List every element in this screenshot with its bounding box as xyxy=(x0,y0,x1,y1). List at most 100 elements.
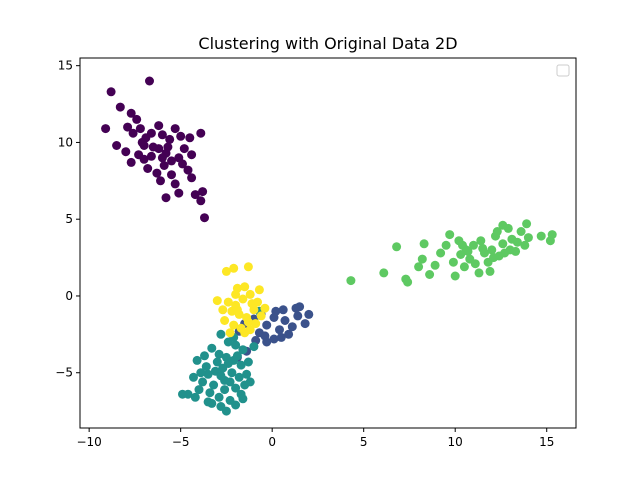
scatter-point xyxy=(280,316,290,325)
scatter-point xyxy=(200,213,209,223)
scatter-point xyxy=(278,305,288,315)
scatter-point xyxy=(178,389,187,399)
scatter-point xyxy=(187,150,197,160)
scatter-point xyxy=(214,392,224,402)
x-tick-label: 10 xyxy=(448,435,463,449)
scatter-point xyxy=(478,243,488,253)
y-tick-label: 15 xyxy=(58,59,73,73)
scatter-point xyxy=(262,337,272,347)
scatter-point xyxy=(231,289,241,299)
x-tick-label: −5 xyxy=(172,435,190,449)
scatter-point xyxy=(229,263,239,273)
scatter-point xyxy=(187,173,197,183)
scatter-point xyxy=(242,369,252,379)
scatter-point xyxy=(101,124,111,134)
scatter-point xyxy=(152,168,162,178)
scatter-point xyxy=(240,282,250,292)
scatter-point xyxy=(163,142,173,152)
scatter-point xyxy=(295,302,305,312)
scatter-point xyxy=(245,325,255,335)
scatter-point xyxy=(190,190,200,200)
scatter-point xyxy=(511,246,521,256)
scatter-point xyxy=(300,319,310,329)
scatter-point xyxy=(236,360,246,370)
scatter-point xyxy=(271,306,281,316)
scatter-point xyxy=(262,320,272,330)
scatter-point xyxy=(198,187,208,197)
x-tick-label: 15 xyxy=(539,435,554,449)
scatter-point xyxy=(269,334,279,344)
scatter-point xyxy=(232,351,242,361)
points-layer xyxy=(101,76,557,416)
legend-box xyxy=(556,64,570,77)
scatter-point xyxy=(346,276,356,286)
scatter-point xyxy=(146,128,156,138)
scatter-point xyxy=(231,383,241,393)
x-axis: −10 −5 0 5 10 15 xyxy=(76,428,554,449)
scatter-point xyxy=(238,345,248,355)
scatter-point xyxy=(212,357,222,367)
scatter-point xyxy=(157,130,167,140)
scatter-point xyxy=(207,343,217,353)
x-tick-label: −10 xyxy=(76,435,101,449)
scatter-point xyxy=(243,262,253,272)
scatter-point xyxy=(121,147,131,157)
scatter-point xyxy=(157,153,167,163)
x-tick-label: 0 xyxy=(268,435,276,449)
scatter-point xyxy=(419,239,429,249)
scatter-point xyxy=(231,400,241,410)
scatter-point xyxy=(498,220,508,230)
scatter-point xyxy=(417,254,427,264)
scatter-point xyxy=(469,240,478,250)
scatter-point xyxy=(463,246,473,256)
scatter-point xyxy=(392,242,402,252)
scatter-point xyxy=(485,266,495,276)
scatter-point xyxy=(200,351,209,361)
scatter-point xyxy=(498,239,508,249)
scatter-point xyxy=(220,316,230,325)
scatter-point xyxy=(198,377,208,387)
scatter-point xyxy=(192,355,202,365)
scatter-point xyxy=(227,368,237,378)
scatter-point xyxy=(238,294,248,304)
scatter-point xyxy=(516,227,526,236)
scatter-point xyxy=(179,144,189,154)
y-tick-label: 10 xyxy=(58,135,73,149)
scatter-point xyxy=(143,164,153,173)
scatter-point xyxy=(218,305,228,315)
scatter-point xyxy=(203,369,213,379)
y-axis: −5 0 5 10 15 xyxy=(55,59,80,380)
x-tick-label: 5 xyxy=(360,435,368,449)
scatter-point xyxy=(403,277,413,287)
scatter-point xyxy=(489,253,499,263)
scatter-point xyxy=(216,329,226,339)
scatter-point xyxy=(126,157,136,167)
scatter-point xyxy=(256,311,266,321)
scatter-point xyxy=(245,289,255,299)
scatter-point xyxy=(167,170,176,180)
scatter-point xyxy=(196,368,206,378)
scatter-point xyxy=(190,392,200,402)
scatter-point xyxy=(167,156,176,166)
scatter-point xyxy=(547,230,557,240)
scatter-point xyxy=(225,328,235,338)
chart-title: Clustering with Original Data 2D xyxy=(198,34,457,53)
scatter-point xyxy=(249,342,259,352)
scatter-point xyxy=(458,240,467,250)
scatter-point xyxy=(201,362,211,372)
scatter-point xyxy=(126,108,136,118)
scatter-point xyxy=(284,329,294,339)
scatter-point xyxy=(183,165,193,175)
scatter-point xyxy=(170,124,180,134)
scatter-point xyxy=(232,305,242,315)
scatter-point xyxy=(132,114,142,124)
scatter-point xyxy=(148,142,158,152)
scatter-point xyxy=(287,322,297,332)
scatter-point xyxy=(476,236,486,246)
scatter-point xyxy=(414,262,424,272)
scatter-point xyxy=(223,359,233,368)
scatter-point xyxy=(165,134,175,144)
scatter-point xyxy=(216,371,226,381)
scatter-point xyxy=(161,193,171,203)
